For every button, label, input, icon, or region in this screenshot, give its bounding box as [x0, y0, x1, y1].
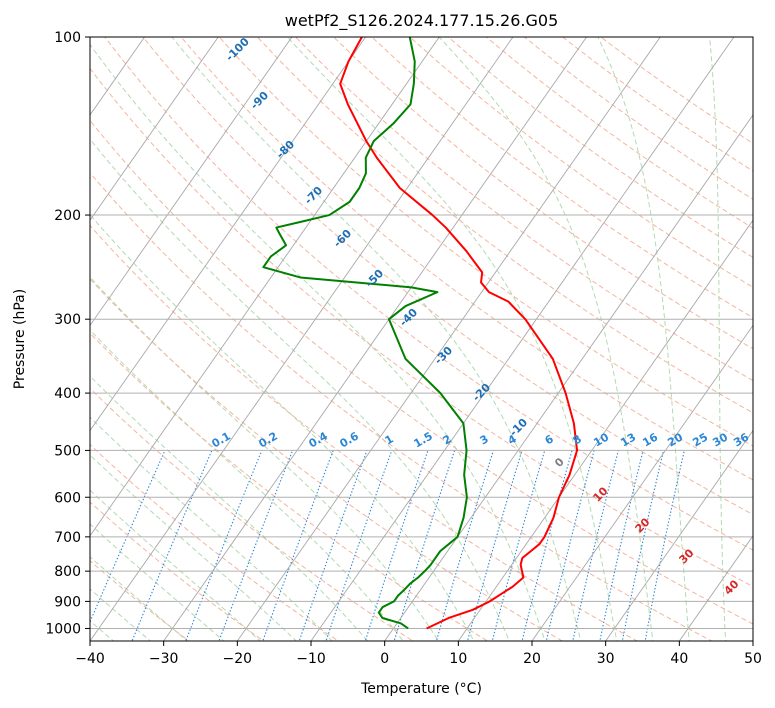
- moist-adiabat-line: [90, 588, 152, 641]
- plot-frame: [89, 36, 754, 642]
- moist-adiabat-line: [287, 37, 618, 641]
- x-tick-label: 20: [523, 651, 541, 667]
- dry-adiabat-line: [90, 332, 489, 641]
- y-tick-label: 300: [54, 312, 81, 328]
- chart-title: wetPf2_S126.2024.177.15.26.G05: [285, 11, 559, 31]
- x-axis: −40 −30 −20 −10 0 10 20 30 40 50: [75, 641, 762, 667]
- dry-adiabat-line: [371, 37, 753, 319]
- x-tick-label: −30: [149, 651, 179, 667]
- isotherm-line: [90, 37, 219, 221]
- dry-adiabat-line: [409, 37, 753, 288]
- y-tick-label: 800: [54, 564, 81, 580]
- isotherm-line: [90, 37, 293, 327]
- isotherm-line: [90, 37, 514, 641]
- isotherm-line: [531, 324, 753, 641]
- isotherm-line: [310, 37, 735, 641]
- dry-adiabat-line: [180, 37, 753, 481]
- y-tick-label: 500: [54, 443, 81, 459]
- moist-adiabat-line: [90, 556, 189, 641]
- y-tick-label: 100: [54, 30, 81, 46]
- isotherm-line: [90, 37, 440, 537]
- dewpoint-profile: [262, 37, 468, 630]
- x-axis-label: Temperature (°C): [360, 681, 482, 697]
- y-tick-label: 600: [54, 490, 81, 506]
- dry-adiabat-line: [90, 278, 564, 641]
- dry-adiabat-line: [142, 37, 753, 516]
- isobars: [90, 37, 753, 629]
- isotherm-line: [90, 37, 366, 432]
- moist-adiabat-line: [90, 375, 369, 641]
- isotherm-line: [678, 535, 753, 641]
- plot-background: [90, 37, 753, 641]
- dry-adiabat-line: [104, 37, 753, 551]
- isotherm-line: [236, 37, 661, 641]
- y-tick-label: 1000: [45, 621, 81, 637]
- x-tick-label: 30: [597, 651, 615, 667]
- y-axis-label: Pressure (hPa): [12, 289, 28, 389]
- x-tick-label: −20: [223, 651, 253, 667]
- isotherm-line: [605, 429, 753, 641]
- skewed-isotherms: [0, 37, 753, 641]
- isotherm-line: [384, 114, 753, 641]
- profile-series: [262, 37, 579, 630]
- dry-adiabat-line: [90, 119, 753, 625]
- isotherm-line: [457, 219, 753, 641]
- x-tick-label: 40: [670, 651, 688, 667]
- x-tick-label: 50: [744, 651, 762, 667]
- isotherm-line: [752, 640, 753, 641]
- x-tick-label: 10: [449, 651, 467, 667]
- dry-adiabat-line: [90, 172, 713, 641]
- y-tick-label: 700: [54, 530, 81, 546]
- isotherm-line: [163, 37, 587, 641]
- dry-adiabats: [90, 37, 753, 641]
- y-tick-label: 400: [54, 386, 81, 402]
- moist-adiabat-line: [90, 523, 225, 641]
- x-tick-label: −10: [296, 651, 326, 667]
- y-tick-label: 200: [54, 208, 81, 224]
- y-tick-label: 900: [54, 594, 81, 610]
- dry-adiabat-line: [90, 387, 414, 641]
- y-axis: 100 200 300 400 500 600 700 800 900 1000: [45, 30, 90, 637]
- isotherm-line: [0, 37, 71, 641]
- x-tick-label: −40: [75, 651, 105, 667]
- x-tick-label: 0: [380, 651, 389, 667]
- dry-adiabat-line: [332, 37, 753, 350]
- temperature-profile: [339, 37, 579, 630]
- dry-adiabat-line: [90, 501, 265, 641]
- dry-adiabat-line: [90, 443, 340, 641]
